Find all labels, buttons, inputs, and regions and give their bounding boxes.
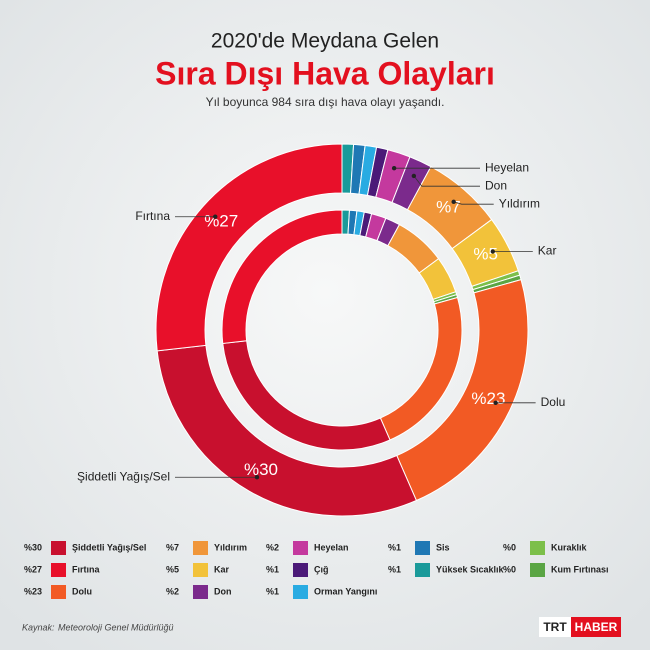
donut: %7 %5 %23 %30 %27 Heyelan Don Yıldırım Kar Dolu Fı… — [77, 143, 566, 517]
legend-swatch — [193, 585, 208, 599]
legend-value: %27 — [24, 564, 42, 574]
value-label: %7 — [436, 197, 461, 216]
callout-dot — [391, 165, 397, 171]
legend-value: %0 — [503, 542, 516, 552]
brand-box — [539, 617, 571, 637]
legend-swatch — [293, 541, 308, 555]
legend-label: Yıldırım — [214, 542, 247, 552]
legend-label: Şiddetli Yağış/Sel — [72, 542, 146, 552]
legend-label: Dolu — [72, 586, 92, 596]
callout-dot — [490, 249, 495, 254]
legend-label: Heyelan — [314, 542, 349, 552]
legend-swatch — [293, 585, 308, 599]
callout-line — [413, 175, 480, 187]
legend-value: %1 — [266, 586, 279, 596]
chart-headline: Sıra Dışı Hava Olayları — [155, 55, 495, 91]
callout-label: Don — [485, 178, 507, 192]
legend-swatch — [51, 585, 66, 599]
brand: TRT — [543, 620, 567, 634]
legend-label: Fırtına — [72, 564, 100, 574]
legend-swatch — [193, 563, 208, 577]
legend-value: %5 — [166, 564, 179, 574]
legend-swatch — [193, 541, 208, 555]
legend-value: %0 — [503, 564, 516, 574]
legend-value: %1 — [266, 564, 279, 574]
callout-dot — [493, 400, 498, 406]
callout-label: Kar — [538, 244, 557, 258]
callout-label: Dolu — [541, 395, 566, 409]
legend-value: %23 — [24, 586, 42, 596]
source: Meteoroloji Genel Müdürlüğü — [58, 622, 174, 632]
value-label: %5 — [473, 245, 498, 264]
inner-slice — [221, 209, 343, 344]
legend-swatch — [530, 563, 545, 577]
slice — [155, 143, 343, 352]
legend-label: Orman Yangını — [314, 586, 377, 596]
callout-dot — [254, 475, 260, 480]
legend-label: Kuraklık — [551, 542, 588, 552]
value-label: %30 — [244, 460, 278, 479]
callout-line — [453, 201, 494, 205]
legend-label: Çığ — [314, 564, 329, 574]
legend-label: Don — [214, 586, 232, 596]
value-label: %23 — [471, 389, 505, 408]
legend-swatch — [415, 541, 430, 555]
brand: HABER — [575, 620, 618, 634]
legend-value: %7 — [166, 542, 179, 552]
legend-swatch — [51, 563, 66, 577]
legend-label: Kum Fırtınası — [551, 564, 609, 574]
brand-box — [571, 617, 621, 637]
chart-title: 2020'de Meydana Gelen — [211, 30, 439, 53]
callout-dot — [213, 214, 218, 219]
callout-label: Yıldırım — [499, 196, 540, 210]
source-label: Kaynak: — [22, 622, 55, 632]
callout-dot — [451, 199, 456, 205]
chart-subtitle: Yıl boyunca 984 sıra dışı hava olayı yaş… — [206, 95, 445, 109]
value-label: %27 — [204, 212, 238, 231]
callout-label: Şiddetli Yağış/Sel — [77, 469, 170, 483]
legend-swatch — [530, 541, 545, 555]
legend-label: Kar — [214, 564, 230, 574]
legend-value: %2 — [266, 542, 279, 552]
legend-label: Sis — [436, 542, 450, 552]
callout-label: Fırtına — [135, 209, 170, 223]
legend-value: %1 — [388, 542, 401, 552]
legend-value: %1 — [388, 564, 401, 574]
callout-dot — [411, 173, 417, 179]
legend-label: Yüksek Sıcaklık — [436, 564, 505, 574]
legend: %30 Şiddetli Yağış/Sel %27 Fırtına %23 Dolu %7… — [24, 541, 609, 599]
callout-label: Heyelan — [485, 160, 529, 174]
legend-swatch — [415, 563, 430, 577]
legend-value: %30 — [24, 542, 42, 552]
legend-value: %2 — [166, 586, 179, 596]
legend-swatch — [293, 563, 308, 577]
legend-swatch — [51, 541, 66, 555]
